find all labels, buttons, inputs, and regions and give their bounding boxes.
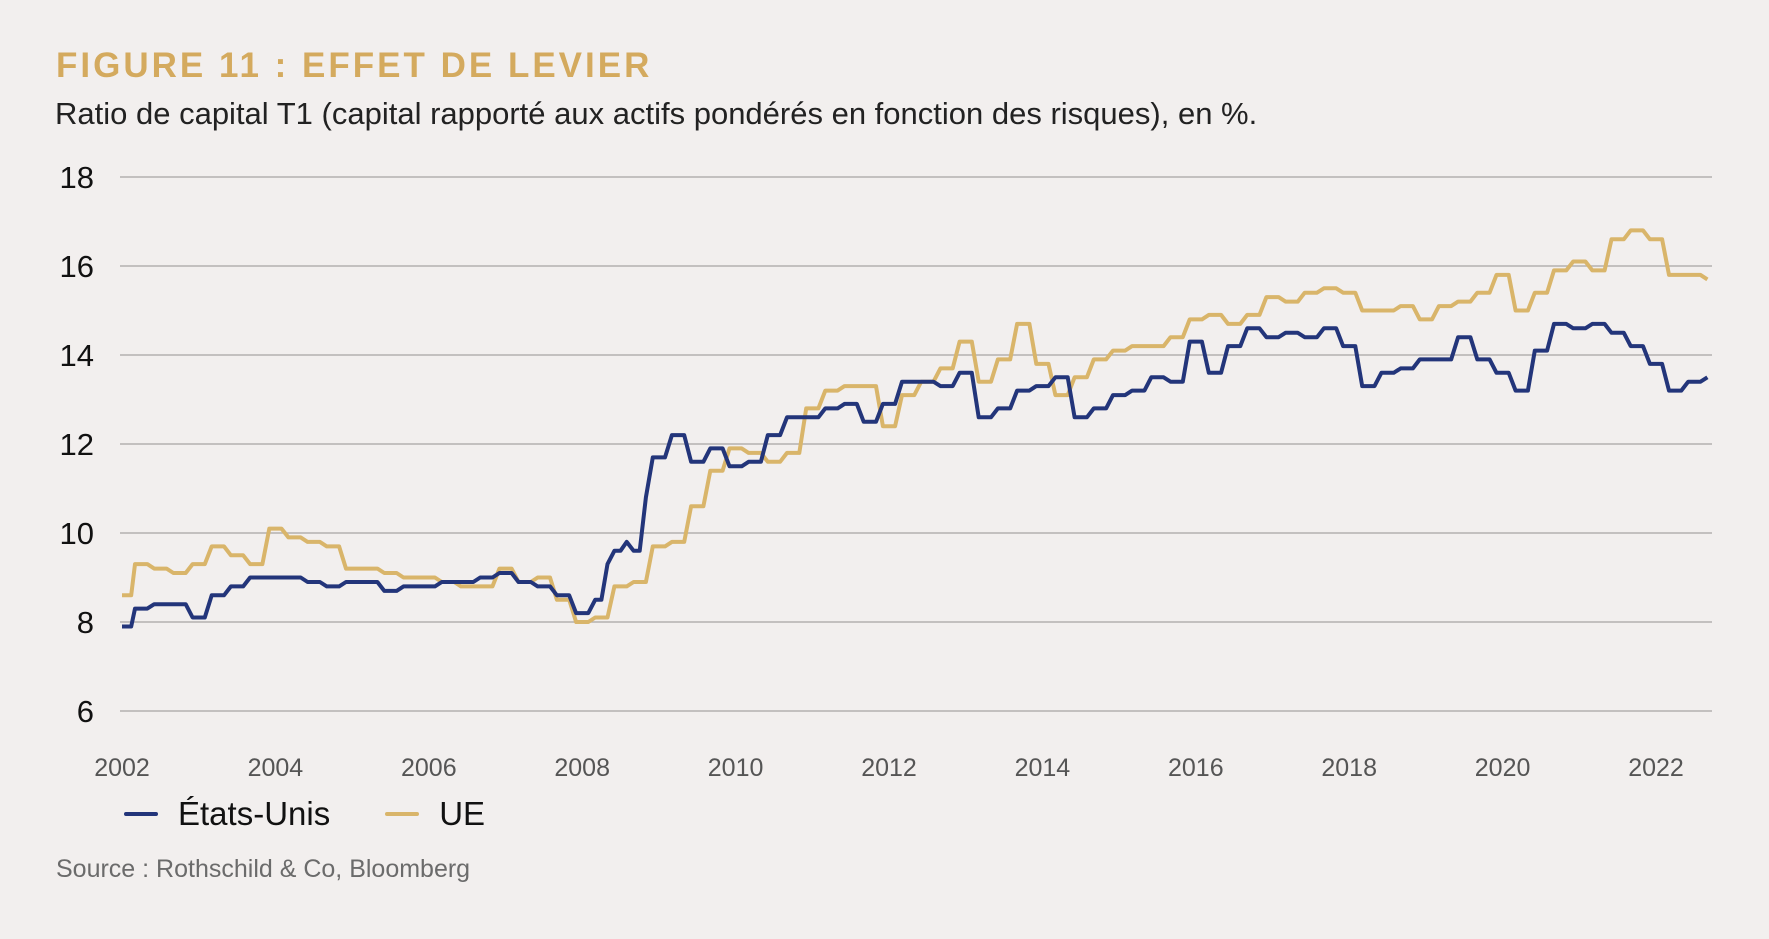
legend-item-us: États-Unis: [124, 795, 330, 833]
x-tick-label: 2022: [1628, 754, 1684, 782]
y-tick-label: 18: [60, 160, 94, 195]
legend-item-eu: UE: [385, 795, 485, 833]
x-tick-label: 2008: [554, 754, 610, 782]
series-lines: [122, 228, 1709, 629]
legend-label-eu: UE: [439, 795, 486, 832]
x-tick-label: 2018: [1321, 754, 1377, 782]
x-tick-label: 2004: [248, 754, 304, 782]
y-tick-label: 10: [60, 516, 94, 551]
x-axis-ticks: 2002 2004 2006 2008 2010 2012 2014 2016 2018 2020…: [94, 754, 1684, 782]
x-tick-label: 2010: [708, 754, 764, 782]
grid-lines: [120, 176, 1712, 712]
y-axis-ticks: 6 8 10 12 14 16 18: [60, 160, 94, 729]
x-tick-label: 2016: [1168, 754, 1224, 782]
y-tick-label: 14: [60, 338, 94, 373]
legend-swatch-us: [124, 812, 158, 816]
x-tick-label: 2020: [1475, 754, 1531, 782]
legend-swatch-eu: [385, 812, 420, 816]
y-tick-label: 12: [60, 427, 94, 462]
x-tick-label: 2002: [94, 754, 150, 782]
legend: États-Unis UE: [124, 795, 540, 833]
source-note: Source : Rothschild & Co, Bloomberg: [56, 855, 471, 883]
series-line-us: [122, 321, 1709, 629]
x-tick-label: 2012: [861, 754, 917, 782]
legend-label-us: États-Unis: [178, 795, 331, 832]
y-tick-label: 8: [77, 605, 94, 640]
figure-title: FIGURE 11 : EFFET DE LEVIER: [56, 46, 653, 85]
y-tick-label: 16: [60, 249, 94, 284]
x-tick-label: 2006: [401, 754, 457, 782]
y-tick-label: 6: [77, 694, 94, 729]
x-tick-label: 2014: [1015, 754, 1071, 782]
series-line-eu: [122, 228, 1709, 624]
figure-subtitle: Ratio de capital T1 (capital rapporté au…: [55, 96, 1258, 131]
